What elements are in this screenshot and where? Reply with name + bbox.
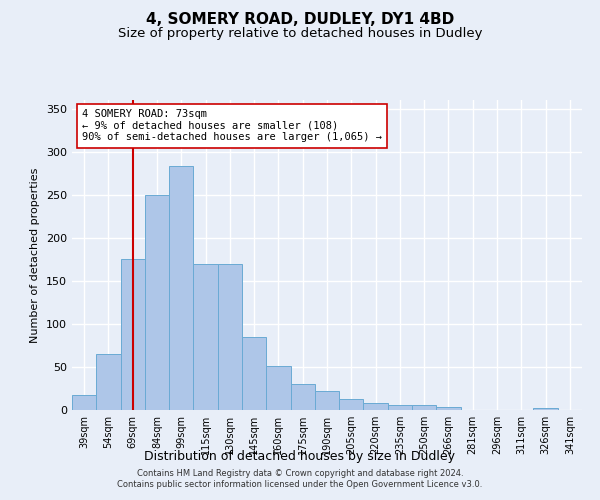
Text: 4 SOMERY ROAD: 73sqm
← 9% of detached houses are smaller (108)
90% of semi-detac: 4 SOMERY ROAD: 73sqm ← 9% of detached ho… — [82, 110, 382, 142]
Bar — [96, 354, 121, 410]
Bar — [121, 260, 145, 410]
Text: 4, SOMERY ROAD, DUDLEY, DY1 4BD: 4, SOMERY ROAD, DUDLEY, DY1 4BD — [146, 12, 454, 28]
Bar — [388, 405, 412, 410]
Bar — [533, 408, 558, 410]
Bar — [145, 194, 169, 410]
Bar — [290, 384, 315, 410]
Bar — [193, 264, 218, 410]
Text: Distribution of detached houses by size in Dudley: Distribution of detached houses by size … — [145, 450, 455, 463]
Y-axis label: Number of detached properties: Number of detached properties — [31, 168, 40, 342]
Text: Contains public sector information licensed under the Open Government Licence v3: Contains public sector information licen… — [118, 480, 482, 489]
Bar — [72, 394, 96, 410]
Bar — [169, 166, 193, 410]
Bar — [266, 366, 290, 410]
Bar — [436, 408, 461, 410]
Bar — [339, 399, 364, 410]
Text: Size of property relative to detached houses in Dudley: Size of property relative to detached ho… — [118, 28, 482, 40]
Text: Contains HM Land Registry data © Crown copyright and database right 2024.: Contains HM Land Registry data © Crown c… — [137, 468, 463, 477]
Bar — [242, 337, 266, 410]
Bar — [218, 264, 242, 410]
Bar — [364, 403, 388, 410]
Bar — [412, 405, 436, 410]
Bar — [315, 391, 339, 410]
